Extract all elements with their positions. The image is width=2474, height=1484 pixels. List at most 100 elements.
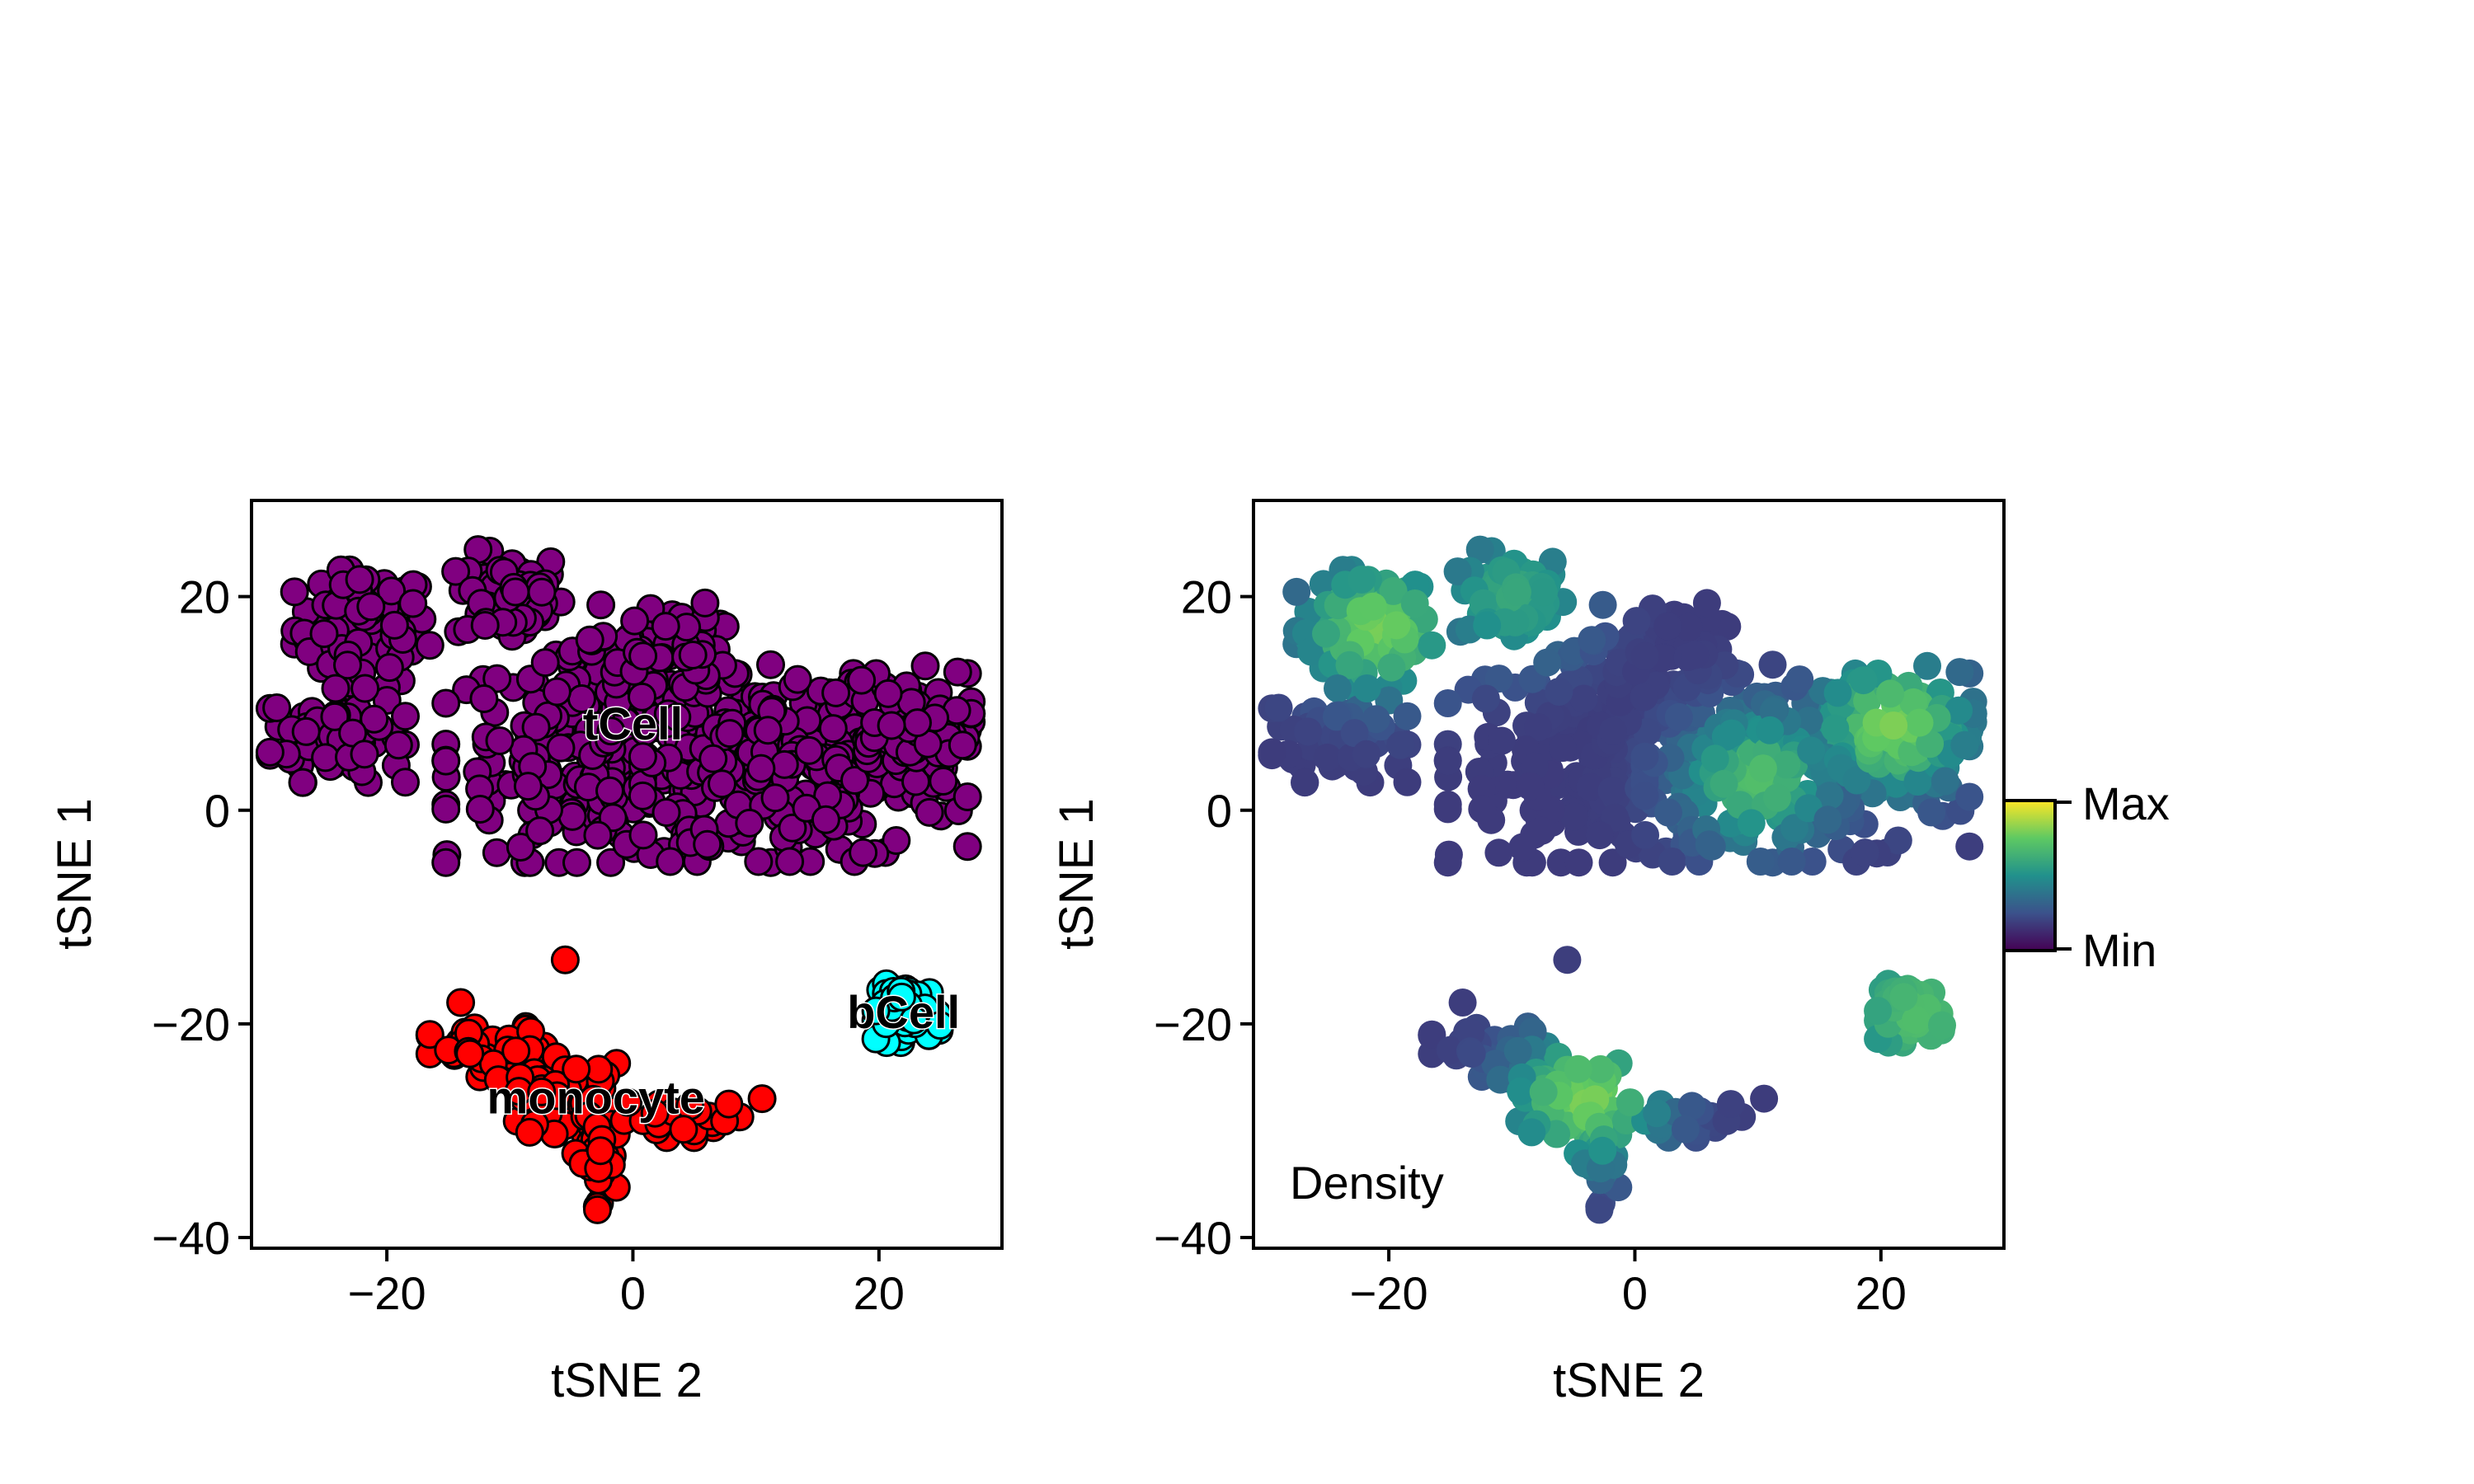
density-point <box>1598 848 1627 877</box>
point-tcell <box>596 848 626 877</box>
density-point <box>1588 1136 1617 1165</box>
density-point <box>1527 816 1556 845</box>
right-x-tick-label: 0 <box>1622 1267 1648 1319</box>
density-point <box>1400 589 1429 618</box>
point-tcell <box>501 577 530 607</box>
density-point <box>1654 798 1682 827</box>
density-point <box>1700 744 1729 773</box>
density-point <box>1508 833 1537 862</box>
point-tcell <box>775 847 805 876</box>
point-tcell <box>769 749 799 779</box>
right-y-axis-label: tSNE 1 <box>1050 798 1103 950</box>
point-tcell <box>441 556 471 586</box>
right-y-tick-label: −20 <box>1154 998 1232 1050</box>
point-tcell <box>311 743 341 773</box>
density-point <box>1386 730 1415 759</box>
point-tcell <box>383 730 413 760</box>
density-point <box>1443 557 1472 586</box>
point-tcell <box>391 702 420 731</box>
density-point <box>1823 679 1852 707</box>
density-point <box>1585 1195 1614 1224</box>
point-tcell <box>320 702 350 731</box>
density-point <box>1671 1115 1700 1144</box>
density-annotation: Density <box>1290 1157 1444 1209</box>
point-tcell <box>431 794 461 824</box>
colorbar-max-label: Max <box>2082 777 2170 829</box>
density-point <box>1530 578 1558 607</box>
point-tcell <box>482 838 511 867</box>
density-point <box>1879 711 1908 740</box>
density-point <box>1903 768 1932 796</box>
point-monocyte <box>640 1098 670 1128</box>
left-x-axis: −20 0 20 <box>348 1248 905 1319</box>
density-point <box>1529 1078 1558 1106</box>
point-tcell <box>698 744 728 773</box>
density-point <box>1631 820 1659 849</box>
cluster-points <box>255 535 986 1224</box>
density-point <box>1467 774 1496 803</box>
density-point <box>1916 730 1945 758</box>
point-tcell <box>398 589 428 618</box>
density-point <box>1616 1088 1644 1117</box>
density-point <box>1564 848 1593 877</box>
density-point <box>1902 1006 1931 1035</box>
right-x-axis: −20 0 20 <box>1350 1248 1907 1319</box>
point-monocyte <box>501 1036 531 1066</box>
density-point <box>1630 742 1659 771</box>
point-tcell <box>356 592 386 622</box>
left-y-tick-label: −20 <box>152 998 230 1050</box>
density-point <box>1622 607 1651 636</box>
density-point <box>1746 848 1775 876</box>
point-tcell <box>628 742 657 772</box>
point-bcell <box>861 996 891 1026</box>
point-tcell <box>513 772 543 801</box>
density-point <box>1955 782 1984 811</box>
density-point <box>1674 613 1703 641</box>
density-point <box>1586 1054 1615 1083</box>
point-tcell <box>431 746 461 776</box>
density-point <box>1471 684 1500 713</box>
point-monocyte <box>446 988 476 1017</box>
point-tcell <box>678 641 708 669</box>
cluster-scatter-panel: tCell monocyte bCell −20 0 20 20 0 −20 −40 tSNE… <box>48 499 1004 1407</box>
point-tcell <box>778 813 807 843</box>
density-point <box>1340 719 1369 748</box>
density-point <box>1418 631 1446 660</box>
density-point <box>1630 641 1659 670</box>
point-tcell <box>943 657 972 687</box>
point-tcell <box>620 606 650 636</box>
point-tcell <box>557 801 587 831</box>
density-point <box>1507 1077 1536 1106</box>
density-point <box>1849 666 1878 695</box>
density-point <box>1418 1020 1446 1049</box>
point-monocyte <box>527 1077 557 1106</box>
point-tcell <box>821 678 851 707</box>
point-tcell <box>756 650 785 679</box>
left-plot-frame <box>250 499 1004 1250</box>
point-monocyte <box>515 1117 544 1147</box>
density-point <box>1484 838 1513 867</box>
point-tcell <box>783 665 812 694</box>
point-monocyte <box>550 945 580 974</box>
point-tcell <box>379 610 409 640</box>
density-points <box>1258 535 1987 1224</box>
density-point <box>1710 769 1738 798</box>
point-tcell <box>948 730 977 760</box>
cluster-label-monocyte: monocyte <box>487 1072 705 1124</box>
density-point <box>1664 702 1693 731</box>
density-point <box>1503 578 1531 606</box>
density-point <box>1876 679 1905 708</box>
point-tcell <box>903 708 932 738</box>
density-point <box>1322 702 1351 731</box>
left-x-tick-label: 20 <box>854 1267 905 1319</box>
density-point <box>1433 689 1462 717</box>
density-point <box>1794 707 1823 735</box>
density-point <box>1335 650 1364 679</box>
density-point <box>1889 983 1918 1012</box>
point-tcell <box>929 767 958 796</box>
point-tcell <box>794 735 824 765</box>
point-monocyte <box>614 1087 643 1117</box>
density-point <box>1553 946 1582 974</box>
point-tcell <box>485 726 515 755</box>
point-tcell <box>350 740 379 769</box>
